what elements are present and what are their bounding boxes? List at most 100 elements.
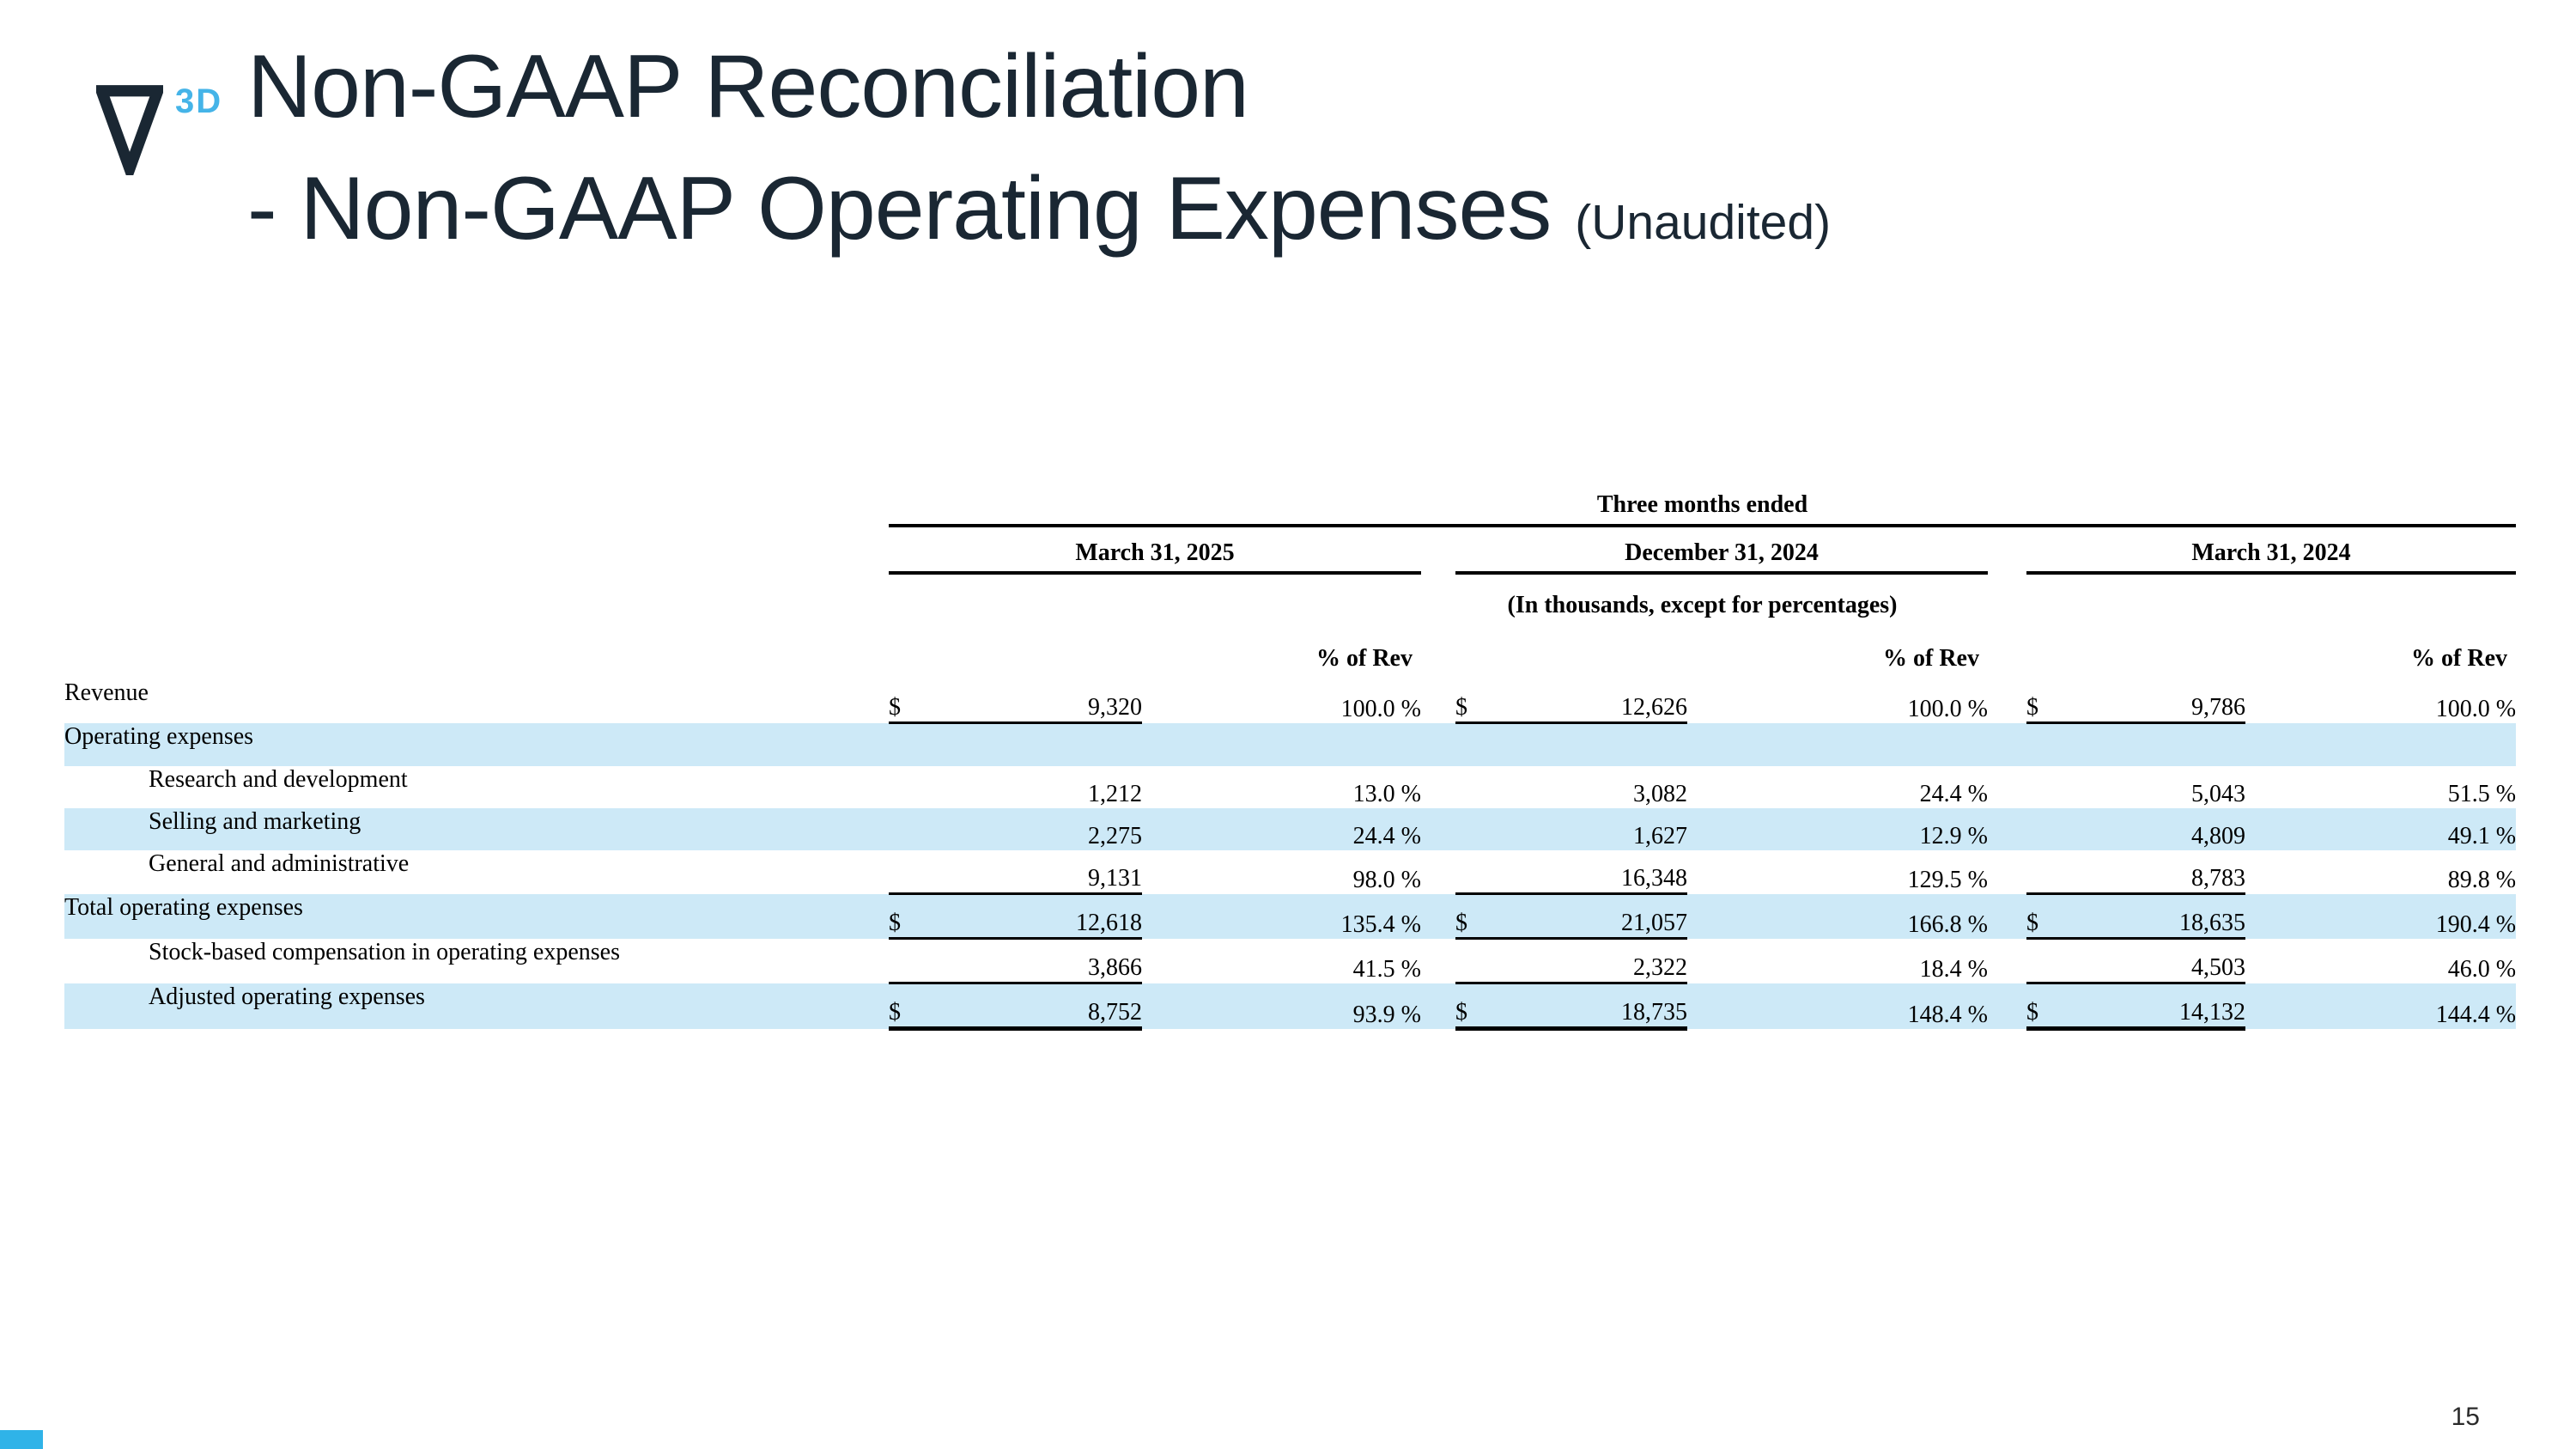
velo3d-triangle-icon [96,85,163,175]
pct-of-rev-cell [1687,723,1988,767]
page-number: 15 [2451,1403,2480,1431]
pct-of-rev-cell [2245,723,2516,767]
spacer-cell [64,481,889,526]
velo3d-logo: 3D [96,81,234,175]
group-gap-cell [1421,808,1455,850]
table-row: Operating expenses [64,722,2517,767]
table-row: General and administrative 9,131 98.0 % 16,… [64,850,2517,895]
amount-cell: 5,043 [2191,781,2245,807]
slide-title: Non-GAAP Reconciliation - Non-GAAP Opera… [247,26,1831,271]
dollar-sign-cell: $ [1455,893,1500,940]
row-label: Adjusted operating expenses [149,983,425,1010]
amount-cell: 2,275 [1088,823,1142,849]
amount-cell: 3,866 [933,938,1142,984]
period-column-1: March 31, 2025 [889,526,1421,575]
dollar-sign-cell [2026,808,2071,850]
amount-cell: 8,783 [2071,850,2245,895]
group-gap-cell [1421,723,1455,767]
pct-of-rev-cell: 129.5 % [1907,866,1988,893]
units-note-row: (In thousands, except for percentages) [64,573,2516,626]
dollar-sign-cell [1455,723,1500,767]
dollar-sign-cell [889,938,933,984]
amount-cell: 1,627 [1633,823,1687,849]
amount-cell: 9,131 [933,850,1142,895]
span-header: Three months ended [889,481,2517,527]
pct-of-rev-cell [1142,723,1421,767]
dollar-sign-cell: $ [1455,679,1500,724]
amount-cell [1500,723,1687,767]
pct-of-rev-cell: 166.8 % [1907,910,1988,938]
amount-cell: 4,809 [2191,823,2245,849]
dollar-sign-cell [889,723,933,767]
dollar-sign-cell [2026,850,2071,895]
dollar-sign-cell [2026,723,2071,767]
amount-cell: 3,082 [1633,781,1687,807]
group-gap-cell [1421,766,1455,808]
amount-cell: 12,626 [1500,679,1687,724]
group-gap-cell [1988,723,2026,767]
pct-of-rev-cell: 46.0 % [2447,955,2517,983]
period-column-2: December 31, 2024 [1455,526,1988,575]
pct-of-rev-header-2: % of Rev [1883,645,1979,672]
dollar-sign-cell [1455,766,1500,808]
table-row: Selling and marketing 2,275 24.4 % 1,627 12.… [64,808,2517,850]
pct-of-rev-cell: 51.5 % [2447,781,2517,807]
pct-of-rev-cell: 89.8 % [2447,866,2517,893]
reconciliation-table: Three months ended March 31, 2025 Decemb… [64,481,2517,1031]
spacer-cell [1421,526,1455,573]
group-gap-cell [1421,939,1455,983]
group-gap-cell [1988,850,2026,894]
spacer-cell [64,573,889,626]
dollar-sign-cell: $ [2026,983,2071,1031]
dollar-sign-cell: $ [889,679,933,724]
dollar-sign-cell [889,808,933,850]
group-gap-cell [1421,850,1455,894]
units-note: (In thousands, except for percentages) [1507,592,1898,618]
row-label: Selling and marketing [149,808,361,835]
pct-of-rev-cell: 100.0 % [1907,695,1988,722]
logo-3d-label: 3D [175,82,223,120]
amount-cell: 1,212 [1088,781,1142,807]
title-line-1: Non-GAAP Reconciliation [247,37,1249,137]
dollar-sign-cell: $ [2026,893,2071,940]
table-row: Revenue $9,320 100.0 % $12,626 100.0 % $9,786… [64,679,2516,724]
pct-of-rev-cell: 100.0 % [1340,695,1421,722]
table-row: Research and development 1,212 13.0 % 3,082… [64,766,2516,808]
dollar-sign-cell [889,766,933,808]
pct-of-rev-cell: 12.9 % [1919,823,1988,849]
dollar-sign-cell: $ [1455,983,1500,1031]
dollar-sign-cell [2026,766,2071,808]
table-row: Adjusted operating expenses $8,752 93.9 % $… [64,983,2517,1031]
group-gap-cell [1421,894,1455,939]
reconciliation-table-body: Revenue $9,320 100.0 % $12,626 100.0 % $9,786… [64,679,2517,1031]
group-gap-cell [1421,679,1455,723]
pct-header-row: % of Rev % of Rev % of Rev [64,626,2516,679]
amount-cell: 4,503 [2071,938,2245,984]
dollar-sign-cell [1455,938,1500,984]
group-gap-cell [1988,983,2026,1029]
pct-of-rev-cell: 148.4 % [1907,1001,1988,1028]
row-label: Revenue [64,679,149,706]
dollar-sign-cell [889,850,933,895]
amount-cell: 9,320 [933,679,1142,724]
group-gap-cell [1988,894,2026,939]
table-row: Total operating expenses $12,618 135.4 % $2… [64,893,2517,940]
row-label: Operating expenses [64,722,254,750]
dollar-sign-cell: $ [889,983,933,1031]
amount-cell: 8,752 [933,983,1142,1031]
group-gap-cell [1988,766,2026,808]
dollar-sign-cell: $ [2026,679,2071,724]
spacer-cell [64,526,889,573]
group-gap-cell [1988,679,2026,723]
dollar-sign-cell [1455,808,1500,850]
spacer-cell [1988,526,2026,573]
pct-of-rev-header-3: % of Rev [2411,645,2508,672]
title-line-2: - Non-GAAP Operating Expenses (Unaudited… [247,148,1831,270]
span-header-row: Three months ended [64,481,2517,527]
row-label: Stock-based compensation in operating ex… [149,938,620,965]
pct-of-rev-cell: 144.4 % [2435,1001,2517,1028]
amount-cell: 2,322 [1500,938,1687,984]
amount-cell: 16,348 [1500,850,1687,895]
spacer-cell [64,626,889,679]
